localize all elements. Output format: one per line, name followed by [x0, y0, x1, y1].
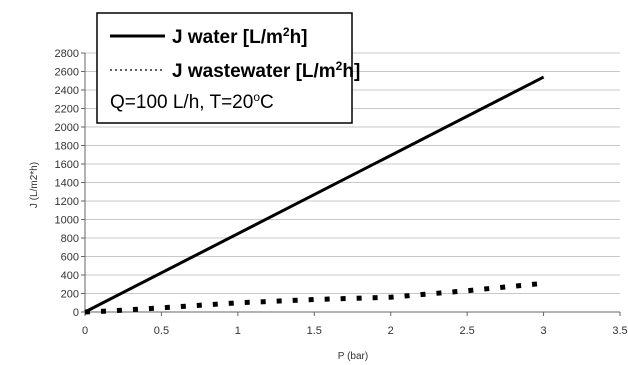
y-tick-label: 1600: [55, 159, 79, 171]
x-axis-title: P (bar): [338, 351, 368, 362]
x-tick-label: 0.5: [154, 325, 169, 337]
x-tick-label: 2.5: [459, 325, 474, 337]
data-series: [84, 75, 545, 315]
y-tick-label: 800: [61, 233, 79, 245]
x-tick-label: 1.5: [307, 325, 322, 337]
y-tick-label: 2200: [55, 104, 79, 116]
y-tick-label: 400: [61, 270, 79, 282]
legend-label-wastewater: J wastewater [L/m2h]: [172, 59, 360, 82]
legend-label-water: J water [L/m2h]: [172, 25, 308, 48]
y-tick-label: 1400: [55, 178, 79, 190]
x-tick-label: 3: [541, 325, 547, 337]
y-tick-label: 600: [61, 252, 79, 264]
y-tick-label: 1000: [55, 215, 79, 227]
y-tick-label: 2400: [55, 85, 79, 97]
x-tick-label: 1: [235, 325, 241, 337]
y-tick-label: 1200: [55, 196, 79, 208]
x-tick-label: 3.5: [612, 325, 627, 337]
y-tick-label: 2800: [55, 48, 79, 60]
x-tick-label: 2: [388, 325, 394, 337]
legend-box: [96, 12, 353, 124]
y-tick-label: 2000: [55, 122, 79, 134]
y-tick-label: 200: [61, 289, 79, 301]
x-tick-label: 0: [82, 325, 88, 337]
series-line-wastewater: [84, 280, 544, 315]
y-tick-label: 1800: [55, 141, 79, 153]
legend-conditions-note: Q=100 L/h, T=20oC: [110, 90, 274, 113]
y-tick-label: 0: [73, 307, 79, 319]
y-tick-label: 2600: [55, 67, 79, 79]
series-line-water: [84, 75, 545, 314]
legend: J water [L/m2h] J wastewater [L/m2h] Q=1…: [96, 12, 360, 124]
axes: [81, 52, 621, 316]
y-axis-title: J (L/m2*h): [29, 162, 40, 208]
tick-labels: 0 200 400 600 800 1000 1200 1400 1600 1800 2000 220…: [55, 48, 628, 337]
